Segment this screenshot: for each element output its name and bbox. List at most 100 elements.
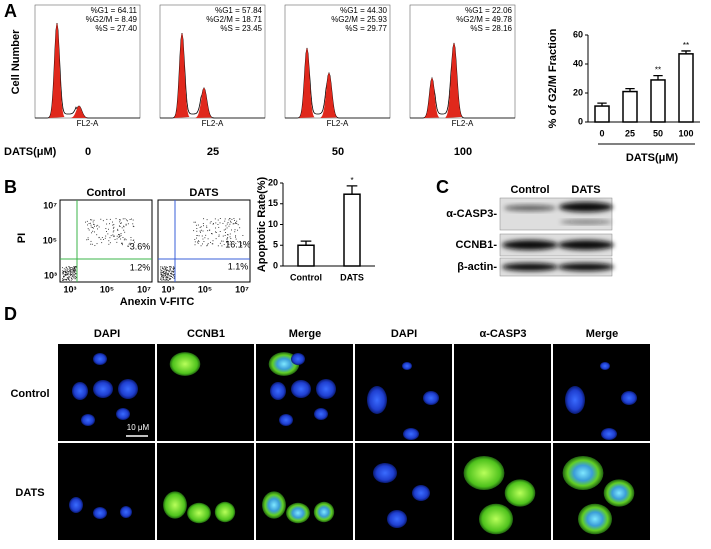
dot: [163, 268, 165, 270]
dot: [226, 234, 228, 236]
dot: [201, 235, 203, 237]
cell: [463, 456, 505, 490]
dot: [194, 244, 196, 246]
dot: [160, 272, 162, 273]
dot: [206, 219, 208, 221]
dot: [130, 243, 132, 245]
dot: [160, 273, 162, 275]
dot: [197, 242, 199, 244]
x-tick-label: 100: [678, 128, 693, 138]
dot: [119, 222, 121, 224]
cell: [402, 362, 412, 370]
dot: [68, 278, 70, 280]
dot: [172, 268, 174, 270]
scale-bar-label: 10 μM: [127, 423, 150, 432]
dot: [133, 239, 135, 241]
dose: 0: [85, 146, 91, 158]
dot: [69, 279, 71, 281]
dot: [130, 239, 132, 241]
y-tick-label: 0: [578, 116, 583, 126]
dot: [90, 243, 92, 245]
dot: [74, 272, 76, 274]
dot: [235, 236, 236, 238]
dot: [209, 222, 211, 224]
dot: [67, 271, 69, 273]
dot: [219, 218, 221, 219]
cell: [316, 379, 336, 399]
dot: [74, 278, 76, 280]
dot: [225, 225, 227, 227]
dot: [222, 222, 224, 224]
dot: [106, 218, 108, 220]
dot: [68, 275, 70, 277]
panel-letter: D: [4, 304, 17, 324]
dot: [173, 268, 175, 270]
dot: [74, 267, 75, 269]
y-label: Apoptotic Rate(%): [256, 177, 268, 273]
dot: [160, 277, 162, 279]
x-label: DATS(μM): [626, 152, 679, 164]
dot: [197, 224, 199, 226]
dot: [169, 269, 171, 271]
dot: [165, 267, 166, 269]
column-label: Merge: [289, 328, 321, 340]
dot: [116, 238, 118, 240]
dot: [113, 230, 115, 232]
dot: [204, 237, 206, 239]
dot: [62, 272, 64, 274]
dot: [206, 227, 208, 228]
dot: [124, 218, 126, 220]
dot: [125, 239, 127, 241]
dot: [165, 268, 167, 270]
dot: [172, 276, 173, 278]
dot: [90, 240, 92, 242]
dot: [227, 243, 229, 245]
dot: [63, 276, 65, 278]
dose-label: DATS(μM): [4, 146, 57, 158]
y-label: Cell Number: [10, 29, 22, 95]
histogram-frame: [409, 4, 516, 119]
dot: [203, 225, 205, 227]
dot: [165, 266, 167, 268]
dot: [109, 223, 111, 225]
dot: [69, 267, 71, 269]
dot: [69, 269, 71, 271]
bar: [297, 244, 315, 267]
dot: [193, 221, 195, 223]
dot: [223, 244, 225, 246]
dot: [112, 221, 113, 223]
dot: [97, 228, 99, 230]
dot: [113, 235, 115, 237]
dot: [209, 229, 211, 231]
dot: [200, 226, 202, 228]
dot: [98, 236, 100, 238]
dot: [65, 271, 67, 273]
dot: [121, 222, 122, 224]
dot: [74, 272, 76, 274]
dot: [211, 233, 213, 235]
dot: [162, 276, 164, 278]
bar: [343, 193, 361, 267]
dot: [125, 224, 127, 226]
dot: [228, 225, 230, 227]
dot: [66, 272, 68, 274]
dot: [69, 272, 71, 274]
dot: [228, 243, 230, 245]
dot: [241, 244, 242, 246]
cell: [412, 485, 430, 501]
dot: [227, 237, 229, 238]
dot: [195, 224, 197, 226]
dot: [226, 240, 228, 242]
y-tick-label: 40: [573, 58, 583, 68]
column-label: α-CASP3: [479, 328, 526, 340]
dot: [161, 268, 163, 269]
dot: [170, 266, 172, 267]
dot: [88, 223, 90, 224]
histogram-peak: [174, 33, 190, 118]
dot: [74, 268, 76, 270]
cell-cycle-stat: %G1 = 64.11: [91, 6, 138, 15]
cell: [214, 501, 236, 523]
cell: [286, 502, 310, 524]
quadrant-percent: 1.2%: [130, 262, 151, 272]
dot: [160, 274, 162, 276]
